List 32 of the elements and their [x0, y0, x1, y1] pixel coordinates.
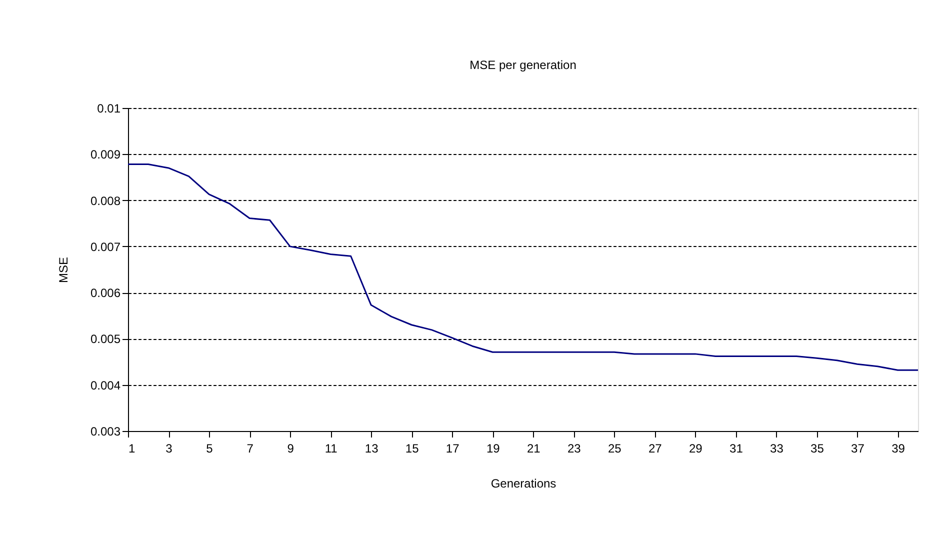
x-tick-label: 23 — [567, 442, 582, 456]
x-tick-label: 39 — [892, 442, 906, 456]
y-tick-label: 0.009 — [90, 148, 121, 162]
x-tick-label: 35 — [810, 442, 824, 456]
y-tick-label: 0.007 — [90, 240, 121, 254]
y-axis-title: MSE — [56, 256, 70, 284]
x-tick-label: 13 — [364, 442, 379, 456]
x-tick-label: 25 — [608, 442, 622, 456]
x-tick-label: 37 — [851, 442, 865, 456]
x-tick-label: 5 — [206, 442, 214, 456]
y-tick-label: 0.004 — [90, 378, 121, 392]
line-series — [127, 164, 919, 371]
y-tick-label: 0.01 — [97, 102, 121, 116]
x-tick-label: 17 — [446, 442, 460, 456]
x-tick-label: 1 — [128, 442, 136, 456]
y-tick-label: 0.008 — [90, 194, 121, 208]
x-axis-title: Generations — [490, 476, 556, 490]
chart-title: MSE per generation — [470, 58, 576, 72]
x-tick-label: 3 — [166, 442, 173, 456]
x-tick-label: 9 — [287, 442, 294, 456]
y-tick-label: 0.005 — [90, 332, 121, 346]
x-tick-label: 29 — [689, 442, 703, 456]
x-tick-label: 21 — [526, 442, 541, 456]
x-tick-label: 33 — [770, 442, 784, 456]
x-tick-label: 27 — [648, 442, 662, 456]
y-tick-label: 0.006 — [90, 286, 121, 300]
x-tick-label: 31 — [730, 442, 744, 456]
x-tick-label: 15 — [405, 442, 420, 456]
x-tick-label: 7 — [246, 442, 254, 456]
y-tick-label: 0.003 — [90, 424, 121, 438]
x-tick-label: 19 — [486, 442, 500, 456]
x-tick-label: 11 — [324, 442, 338, 456]
